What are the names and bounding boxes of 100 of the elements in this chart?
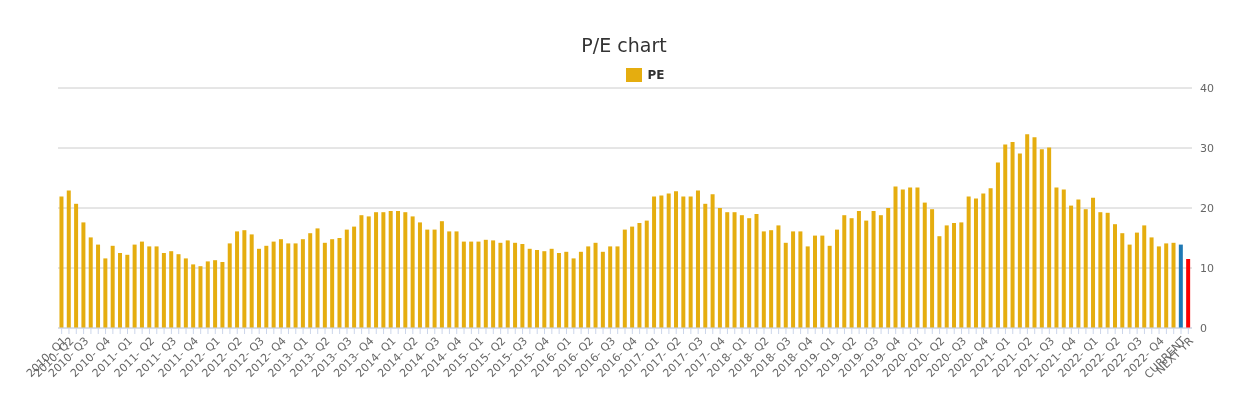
bar	[1178, 244, 1183, 328]
bar	[1120, 233, 1125, 328]
bar	[103, 258, 108, 328]
bar	[600, 251, 605, 328]
bar	[681, 196, 686, 328]
bar	[344, 229, 349, 328]
bar	[125, 254, 130, 328]
bar	[1076, 199, 1081, 328]
bar	[995, 162, 1000, 328]
bar	[286, 243, 291, 328]
bar	[139, 241, 144, 328]
bar	[578, 251, 583, 328]
bar	[674, 191, 679, 328]
bar	[878, 215, 883, 328]
bar	[1025, 134, 1030, 328]
bar	[637, 223, 642, 328]
bar	[732, 212, 737, 328]
bar	[66, 190, 71, 328]
y-tick-label: 0	[1200, 321, 1207, 335]
bar	[205, 261, 210, 328]
bar	[476, 241, 481, 328]
bar	[791, 231, 796, 328]
bar	[454, 231, 459, 328]
bar	[725, 212, 730, 328]
bar	[352, 226, 357, 328]
bar	[959, 222, 964, 328]
bar	[461, 241, 466, 328]
bar	[1017, 153, 1022, 328]
bar	[527, 248, 532, 328]
bar	[330, 239, 335, 328]
bar	[59, 196, 64, 328]
bar	[242, 230, 247, 328]
bar	[703, 203, 708, 328]
bar	[1032, 137, 1037, 328]
bar	[374, 212, 379, 328]
bar	[1105, 212, 1110, 328]
bar	[1083, 209, 1088, 328]
bar	[761, 231, 766, 328]
bar	[293, 243, 298, 328]
bar	[322, 242, 327, 328]
bar	[1112, 224, 1117, 328]
bar	[1003, 144, 1008, 328]
bar	[213, 260, 218, 328]
bar	[871, 211, 876, 328]
bar	[695, 190, 700, 328]
bar	[630, 226, 635, 328]
bar	[1142, 225, 1147, 328]
bar	[381, 212, 386, 328]
bar	[249, 234, 254, 328]
bar	[593, 242, 598, 328]
bar	[257, 248, 261, 328]
bar	[359, 215, 364, 328]
bar	[300, 239, 305, 328]
bar	[659, 195, 664, 328]
bar	[505, 240, 510, 328]
bar	[688, 196, 693, 328]
bar	[491, 240, 496, 328]
bar	[1149, 237, 1154, 328]
bar	[952, 223, 957, 328]
bar	[483, 239, 488, 328]
bar	[739, 215, 744, 328]
bar	[644, 220, 649, 328]
bar	[271, 241, 276, 328]
bar	[1010, 142, 1015, 328]
bar	[915, 187, 920, 328]
bar	[183, 258, 188, 328]
bar	[154, 246, 159, 328]
y-tick-label: 20	[1200, 201, 1214, 215]
bar	[278, 239, 283, 328]
bar	[96, 244, 101, 328]
bar	[264, 245, 269, 328]
bar	[1091, 197, 1096, 328]
bar	[820, 235, 825, 328]
bar	[1098, 212, 1103, 328]
bar	[520, 244, 525, 328]
bar	[615, 246, 620, 328]
bar	[586, 246, 591, 328]
bar	[981, 193, 986, 328]
bar	[813, 235, 818, 328]
bar	[564, 251, 569, 328]
bar	[1156, 246, 1161, 328]
bar	[886, 208, 891, 328]
bar	[447, 231, 452, 328]
bar	[1047, 147, 1052, 328]
y-tick-label: 10	[1200, 261, 1214, 275]
bar	[622, 229, 627, 328]
bar	[922, 202, 927, 328]
bar	[747, 218, 752, 328]
bar	[366, 216, 371, 328]
bar	[542, 251, 547, 328]
bar	[717, 208, 722, 328]
legend-label: PE	[646, 68, 665, 82]
bar	[132, 244, 137, 328]
bar	[834, 229, 839, 328]
bar	[110, 245, 115, 328]
bar	[1069, 205, 1074, 328]
bar	[147, 246, 152, 328]
bar	[944, 225, 949, 328]
bar	[666, 193, 671, 328]
bar	[535, 250, 540, 328]
